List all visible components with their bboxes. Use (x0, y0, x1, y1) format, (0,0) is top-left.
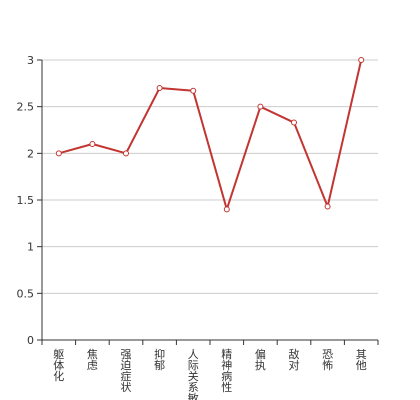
data-point (223, 206, 230, 213)
data-point (89, 141, 96, 147)
x-tick-label: 焦虑 (87, 348, 98, 372)
y-tick-label: 0.5 (17, 287, 35, 300)
y-tick-label: 3 (27, 54, 34, 67)
x-tick-label: 恐怖 (322, 348, 333, 372)
data-point (358, 57, 365, 63)
series (55, 57, 365, 213)
data-point (55, 150, 62, 157)
x-tick-label: 敌对 (289, 347, 300, 372)
x-tick-label: 精神病性 (221, 348, 232, 394)
y-tick-label: 0 (27, 334, 34, 347)
axes (37, 59, 379, 345)
y-tick-label: 1 (27, 241, 34, 254)
data-point (257, 103, 264, 110)
y-tick-label: 2.5 (17, 101, 35, 114)
data-point (324, 203, 331, 210)
data-point (123, 150, 129, 157)
x-tick-label: 其他 (356, 348, 367, 372)
x-tick-label: 抑郁 (154, 347, 165, 372)
data-point (291, 119, 297, 126)
data-point (190, 87, 197, 94)
series-line (58, 59, 363, 211)
x-tick-label: 偏执 (255, 347, 266, 372)
x-tick-label: 人际关系敏感 (188, 348, 199, 400)
data-point (156, 85, 163, 91)
grid-lines (42, 59, 378, 294)
y-tick-label: 1.5 (17, 194, 35, 207)
y-tick-labels: 0 0.5 1 1.5 2 2.5 3 (17, 54, 35, 347)
x-tick-label: 躯体化 (53, 348, 64, 383)
x-tick-label: 强迫症状 (121, 348, 132, 394)
y-tick-label: 2 (27, 147, 34, 160)
